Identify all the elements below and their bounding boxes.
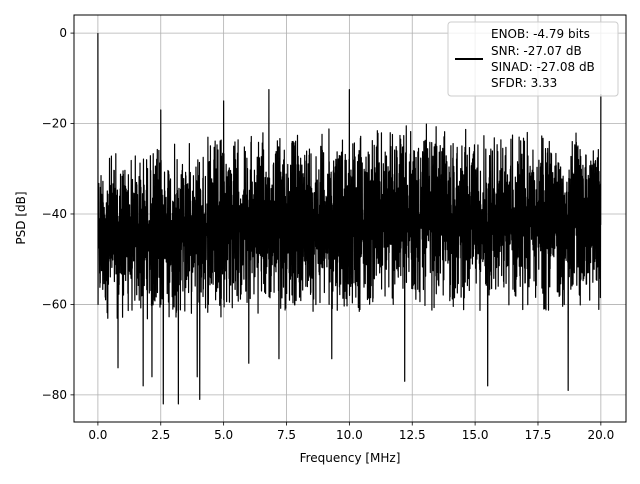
ticks: 0.0 2.5 5.0 7.5 10.0 12.5 15.0 17.5 20.0 0 −20 −40 −… (42, 26, 615, 442)
y-tick-label: −40 (42, 207, 67, 221)
x-tick-label: 7.5 (277, 428, 296, 442)
x-tick-label: 12.5 (399, 428, 426, 442)
legend-sfdr: SFDR: 3.33 (491, 76, 557, 90)
legend-enob: ENOB: -4.79 bits (491, 27, 590, 41)
legend-sinad: SINAD: -27.08 dB (491, 60, 595, 74)
x-tick-label: 17.5 (525, 428, 552, 442)
y-tick-label: −20 (42, 117, 67, 131)
y-axis-label: PSD [dB] (14, 191, 28, 244)
psd-series-line (97, 33, 602, 405)
x-axis-label: Frequency [MHz] (300, 451, 401, 465)
x-tick-label: 10.0 (336, 428, 363, 442)
legend: ENOB: -4.79 bits SNR: -27.07 dB SINAD: -… (447, 21, 619, 97)
axes-frame (73, 14, 627, 423)
y-tick-label: 0 (59, 26, 67, 40)
psd-trace (97, 33, 602, 405)
x-tick-label: 0.0 (88, 428, 107, 442)
x-tick-label: 20.0 (587, 428, 614, 442)
x-tick-label: 15.0 (462, 428, 489, 442)
y-tick-label: −80 (42, 388, 67, 402)
x-tick-label: 2.5 (151, 428, 170, 442)
legend-box (447, 21, 619, 97)
legend-snr: SNR: -27.07 dB (491, 44, 582, 58)
y-tick-label: −60 (42, 297, 67, 311)
x-tick-label: 5.0 (214, 428, 233, 442)
